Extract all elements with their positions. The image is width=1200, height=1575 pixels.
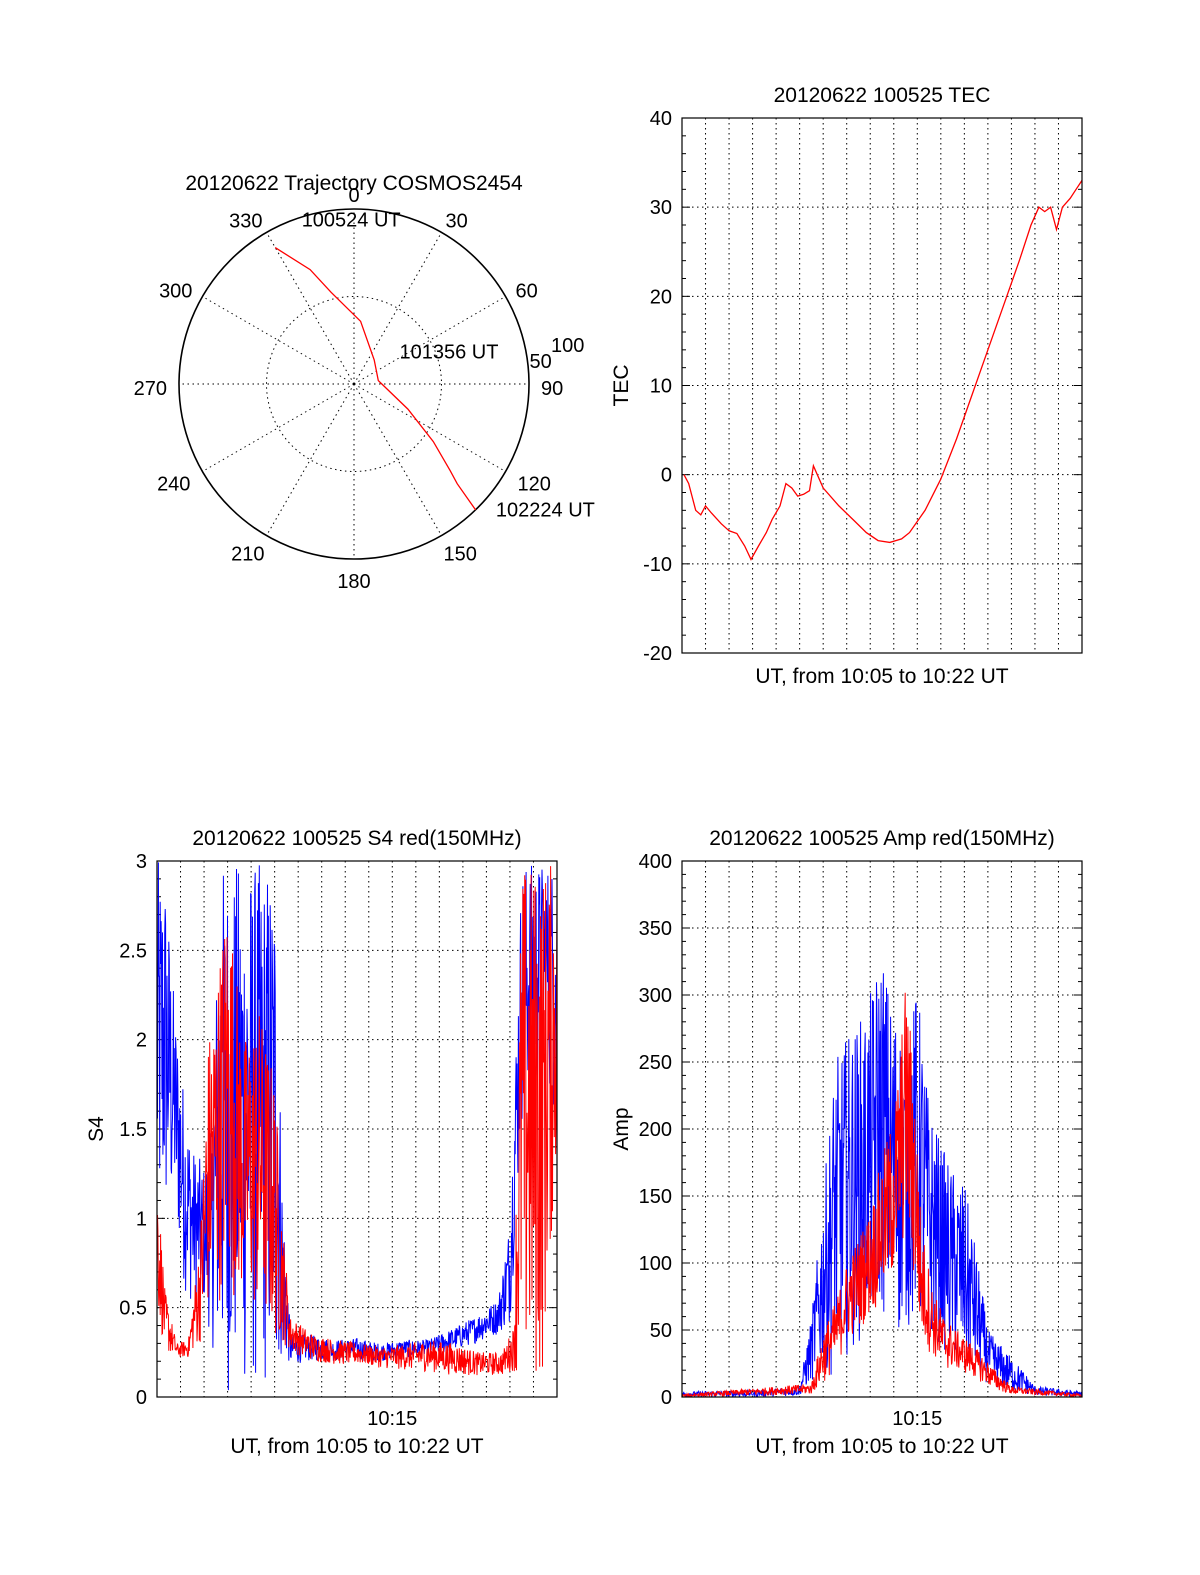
trajectory-spoke: [353, 383, 506, 472]
trajectory-trajectory-line: [274, 247, 477, 511]
trajectory-spoke: [353, 296, 506, 385]
tec-chart: 20120622 100525 TEC -20 -10 0 10 20 30 40 UT, fr…: [610, 84, 1083, 688]
trajectory-angle-label: 120: [518, 474, 551, 496]
trajectory-angle-label: 210: [231, 544, 264, 566]
trajectory-spoke: [202, 296, 355, 385]
tec-x-axis-label: UT, from 10:05 to 10:22 UT: [755, 665, 1008, 688]
amp-series-red-trace: [682, 992, 1082, 1397]
tec-y-tick-label: 20: [650, 286, 672, 308]
tec-y-tick-label: 10: [650, 376, 672, 398]
amp-x-tick-label: 10:15: [892, 1408, 942, 1430]
tec-y-axis-label: TEC: [610, 365, 633, 407]
amp-x-axis-label: UT, from 10:05 to 10:22 UT: [755, 1435, 1008, 1458]
tec-series-red-line: [683, 180, 1082, 561]
amp-title: 20120622 100525 Amp red(150MHz): [709, 827, 1055, 850]
s4-plot-area: [157, 862, 557, 1391]
s4-y-tick-label: 3: [136, 851, 147, 873]
trajectory-time-annotation: 100524 UT: [302, 210, 401, 232]
trajectory-angle-label: 270: [134, 378, 167, 400]
s4-chart: 20120622 100525 S4 red(150MHz) 0 0.5 1 1.5 2 2…: [85, 827, 558, 1458]
tec-y-tick-label: -10: [643, 554, 672, 576]
amp-y-tick-label: 250: [639, 1052, 672, 1074]
tec-y-tick-label: 40: [650, 108, 672, 130]
trajectory-outer-ring: [178, 208, 530, 560]
trajectory-time-annotation: 101356 UT: [400, 341, 499, 363]
trajectory-spoke: [202, 383, 355, 472]
trajectory-angle-label: 60: [516, 281, 538, 303]
s4-y-axis-label: S4: [85, 1116, 108, 1142]
trajectory-spoke: [266, 383, 355, 536]
s4-axes-frame: [156, 860, 558, 1398]
trajectory-inner-ring: [266, 296, 442, 472]
amp-y-tick-label: 400: [639, 851, 672, 873]
trajectory-spoke: [353, 383, 442, 536]
s4-y-tick-label: 1: [136, 1208, 147, 1230]
tec-axes-frame: [681, 117, 1083, 654]
tec-plot-area: [683, 180, 1082, 561]
tec-y-tick-label: 0: [661, 465, 672, 487]
amp-y-tick-label: 200: [639, 1119, 672, 1141]
amp-y-tick-label: 0: [661, 1387, 672, 1409]
trajectory-angle-label: 90: [541, 378, 563, 400]
s4-x-tick-label: 10:15: [367, 1408, 417, 1430]
amp-y-tick-label: 100: [639, 1253, 672, 1275]
tec-y-tick-label: 30: [650, 197, 672, 219]
trajectory-time-annotation: 102224 UT: [496, 500, 595, 522]
s4-y-tick-label: 0.5: [119, 1298, 147, 1320]
amp-y-tick-label: 300: [639, 985, 672, 1007]
tec-y-tick-label: -20: [643, 643, 672, 665]
s4-series-red-trace: [157, 866, 557, 1376]
trajectory-angle-label: 150: [444, 544, 477, 566]
s4-series-blue-trace: [157, 862, 557, 1391]
s4-y-tick-label: 2.5: [119, 940, 147, 962]
trajectory-spoke: [266, 232, 355, 385]
amp-y-tick-label: 50: [650, 1320, 672, 1342]
trajectory-radial-label: 50: [530, 351, 552, 373]
trajectory-radial-label: 100: [551, 335, 584, 357]
trajectory-angle-label: 0: [348, 185, 359, 207]
amp-y-axis-label: Amp: [610, 1107, 633, 1150]
trajectory-angle-label: 300: [159, 281, 192, 303]
s4-y-tick-label: 2: [136, 1030, 147, 1052]
trajectory-angle-label: 330: [229, 210, 262, 232]
s4-x-axis-label: UT, from 10:05 to 10:22 UT: [230, 1435, 483, 1458]
s4-y-tick-label: 1.5: [119, 1119, 147, 1141]
trajectory-title: 20120622 Trajectory COSMOS2454: [185, 172, 523, 195]
amp-axes-frame: [681, 860, 1083, 1398]
trajectory-angle-label: 240: [157, 474, 190, 496]
amp-plot-area: [682, 973, 1082, 1397]
tec-title: 20120622 100525 TEC: [774, 84, 991, 107]
trajectory-spoke: [353, 232, 442, 385]
s4-title: 20120622 100525 S4 red(150MHz): [192, 827, 521, 850]
amp-y-tick-label: 150: [639, 1186, 672, 1208]
trajectory-angle-label: 30: [446, 210, 468, 232]
amp-chart: 20120622 100525 Amp red(150MHz) 0 50 100 150…: [610, 827, 1083, 1458]
s4-y-tick-label: 0: [136, 1387, 147, 1409]
amp-y-tick-label: 350: [639, 918, 672, 940]
trajectory-angle-label: 180: [337, 571, 370, 593]
